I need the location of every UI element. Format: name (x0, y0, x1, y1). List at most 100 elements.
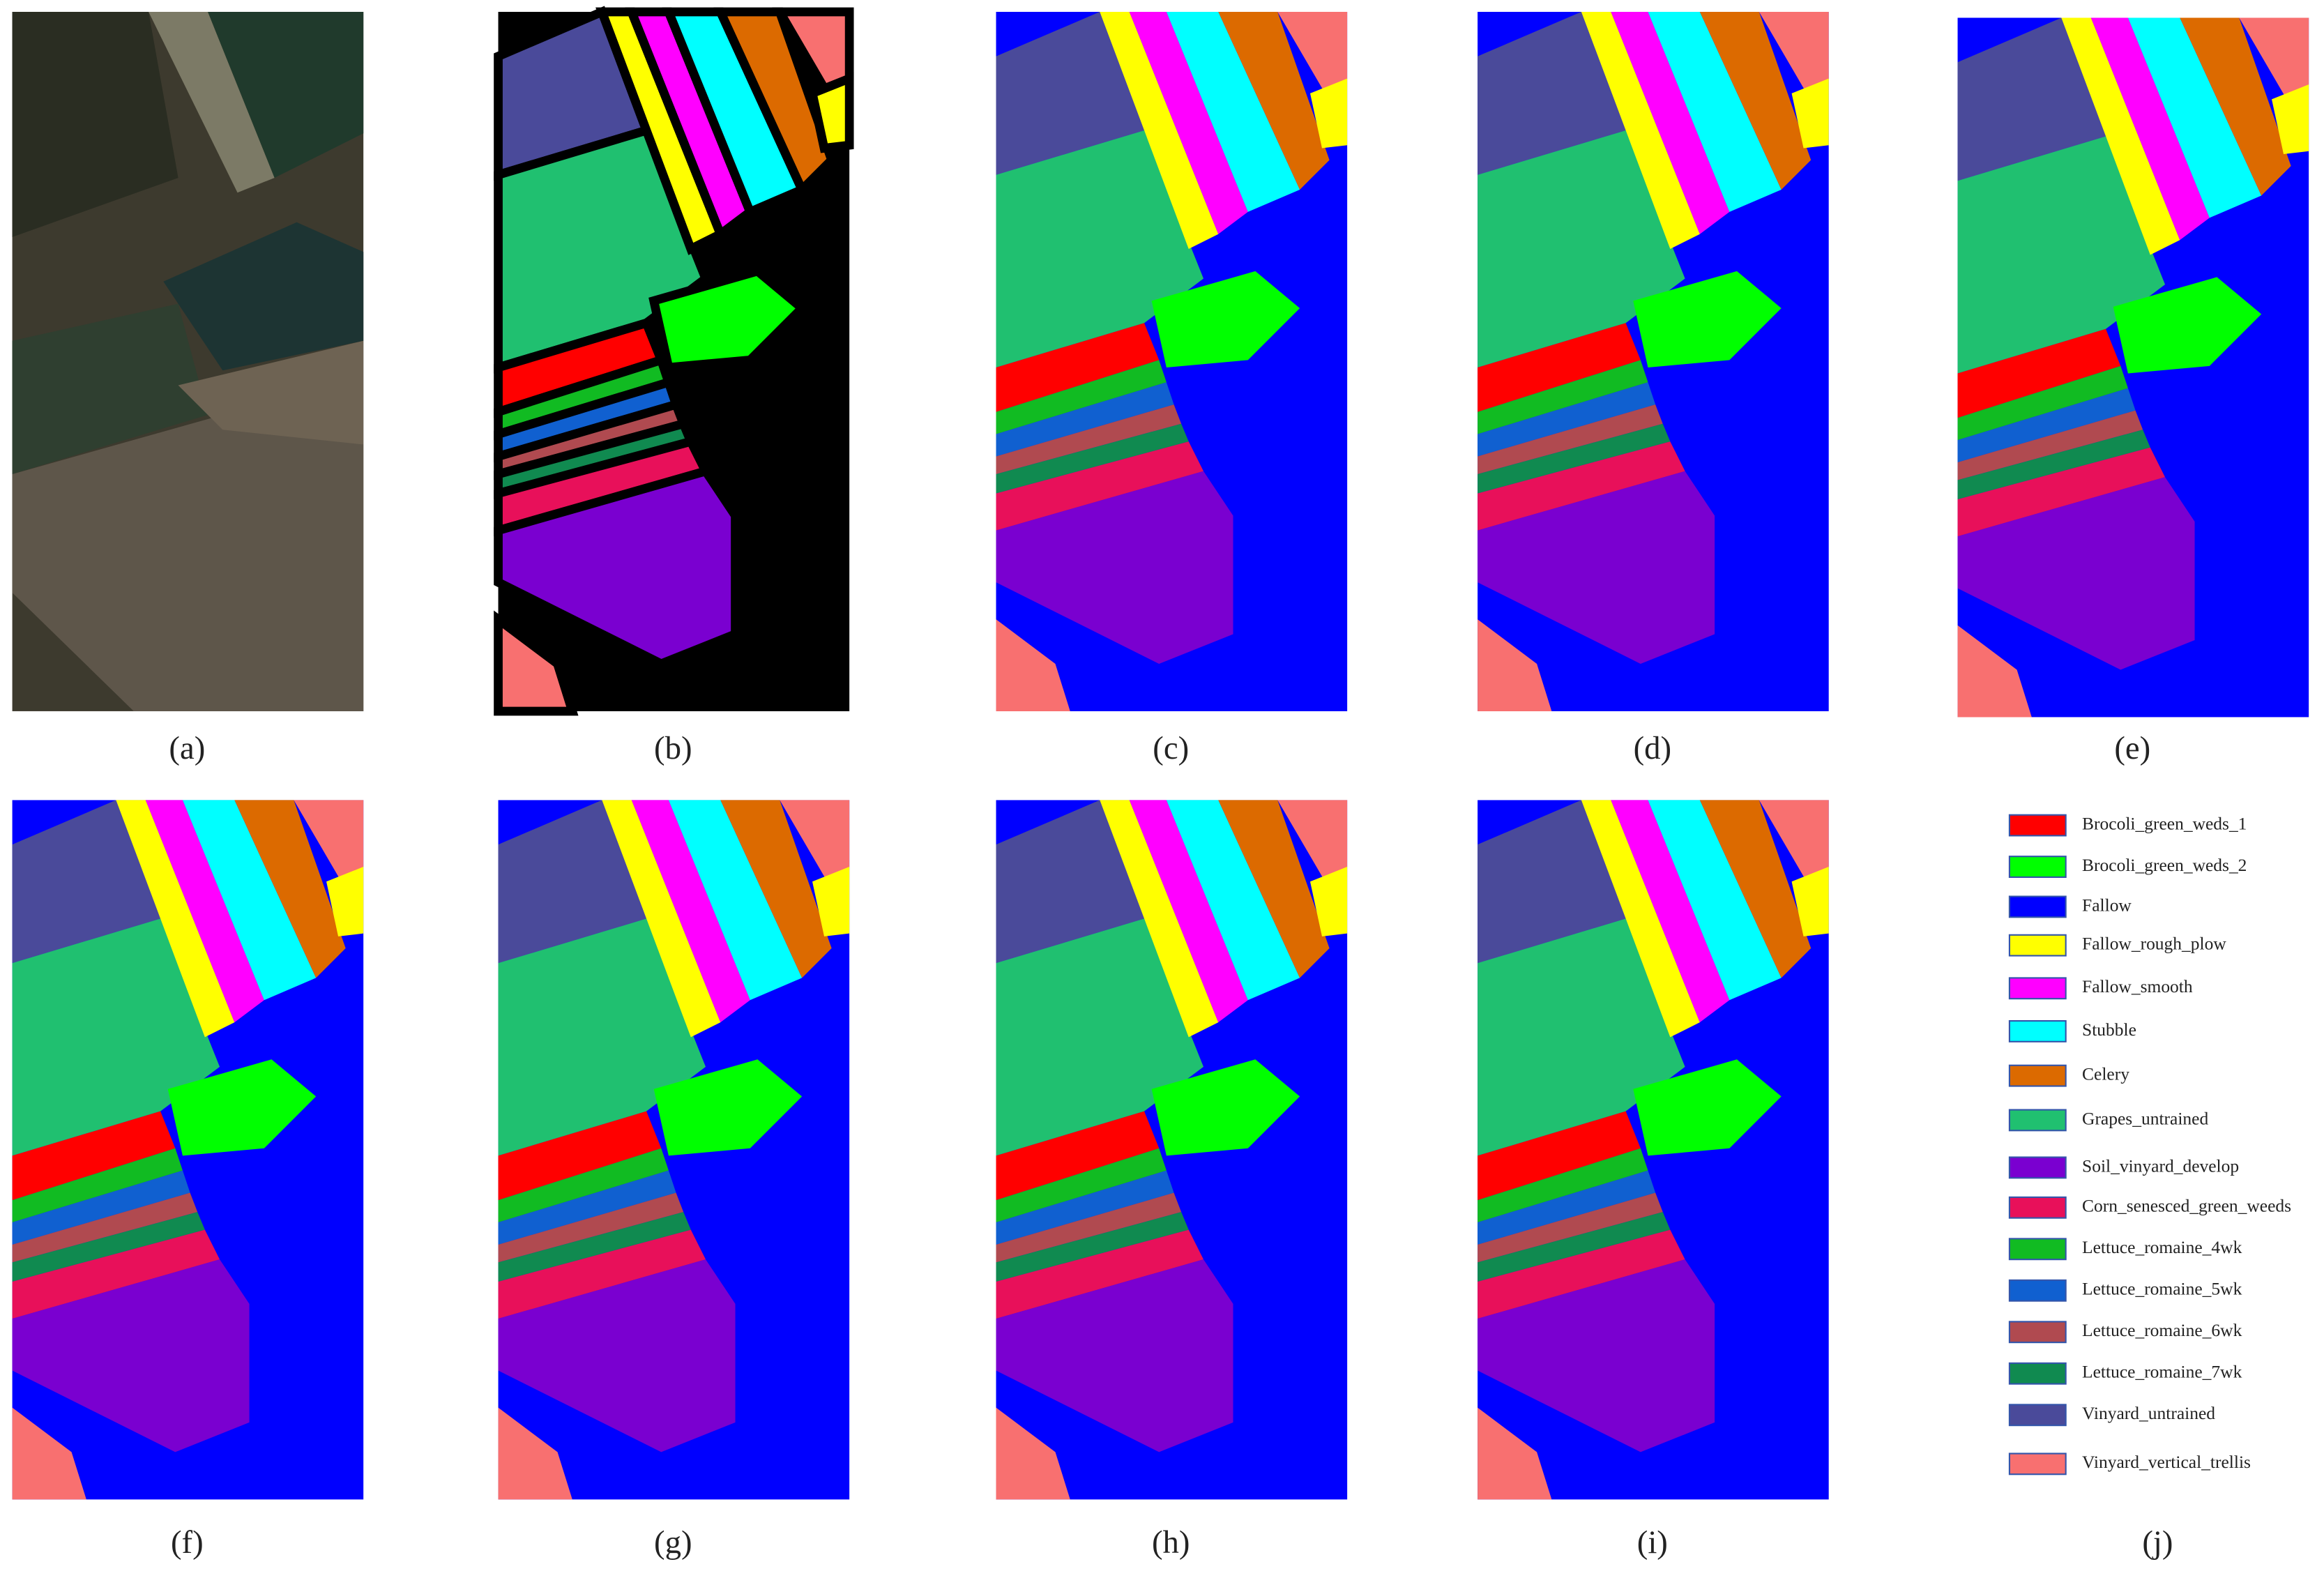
class-region (1151, 271, 1300, 367)
panel-caption: (c) (1153, 730, 1189, 766)
class-region (1957, 388, 2136, 462)
class-region (1699, 11, 1812, 190)
class-region (1611, 800, 1730, 1023)
class-region (498, 1192, 684, 1263)
class-region (653, 1059, 803, 1156)
legend-swatch (2008, 1238, 2067, 1261)
class-region (1100, 800, 1219, 1038)
legend-swatch (2008, 1452, 2067, 1475)
classification-map (1478, 11, 1829, 711)
legend-swatch (2008, 1156, 2067, 1179)
class-region (996, 11, 1145, 175)
class-region (1478, 1212, 1671, 1282)
legend-label: Vinyard_vertical_trellis (2082, 1452, 2251, 1472)
class-region (2127, 17, 2262, 218)
field (149, 11, 275, 193)
legend-swatch (2008, 1404, 2067, 1427)
legend-swatch (2008, 1064, 2067, 1087)
classification-map (996, 800, 1348, 1500)
class-region (326, 867, 364, 936)
class-region (12, 1259, 250, 1452)
class-region (1791, 867, 1829, 936)
class-region (498, 1407, 572, 1500)
class-region (12, 1111, 176, 1201)
legend-label: Vinyard_untrained (2082, 1403, 2215, 1423)
class-region (1648, 11, 1782, 212)
legend-swatch (2008, 1019, 2067, 1042)
class-region (996, 382, 1174, 457)
classification-map (1478, 800, 1829, 1500)
class-region (145, 800, 264, 1023)
class-region (498, 1229, 706, 1319)
class-region (996, 1111, 1160, 1201)
class-region (1957, 365, 2128, 441)
class-region (1957, 625, 2032, 718)
class-region (996, 1407, 1070, 1500)
classification-map (494, 6, 854, 716)
class-region (996, 619, 1070, 711)
class-region (1611, 11, 1730, 234)
classification-map (996, 11, 1348, 711)
class-region (2113, 277, 2262, 374)
class-region (996, 1148, 1167, 1223)
panel-caption: (b) (654, 730, 692, 766)
class-region (12, 1192, 198, 1263)
class-region (1478, 1229, 1685, 1319)
class-region (498, 1111, 662, 1201)
legend-label: Grapes_untrained (2082, 1108, 2208, 1128)
class-region (498, 1170, 676, 1245)
class-region (498, 1148, 669, 1223)
class-region (996, 441, 1203, 531)
class-region (2090, 17, 2210, 241)
panel-caption: (e) (2114, 730, 2150, 766)
class-region (631, 800, 750, 1023)
panel-caption: (g) (654, 1524, 692, 1561)
class-region (116, 800, 235, 1038)
legend-label: Soil_vinyard_develop (2082, 1155, 2239, 1176)
class-region (1478, 1170, 1656, 1245)
class-region (12, 1229, 220, 1319)
class-region (1478, 1111, 1641, 1201)
class-region (1478, 619, 1552, 711)
class-region (1791, 78, 1829, 149)
legend-label: Corn_senesced_green_weeds (2082, 1196, 2291, 1216)
class-region (1478, 360, 1648, 434)
class-region (498, 800, 647, 964)
class-region (1478, 471, 1715, 664)
panel-caption: (f) (171, 1524, 204, 1561)
rgb-image (12, 11, 364, 711)
class-region (1478, 423, 1671, 494)
legend-label: Fallow_smooth (2082, 976, 2193, 996)
class-region (1957, 328, 2121, 418)
class-region (1478, 323, 1641, 412)
class-region (12, 1170, 190, 1245)
class-region (1633, 271, 1782, 367)
legend-swatch (2008, 895, 2067, 918)
class-region (494, 610, 579, 716)
legend-label: Brocoli_green_weds_2 (2082, 855, 2247, 875)
class-region (648, 266, 809, 372)
class-region (1957, 447, 2166, 537)
class-region (494, 466, 740, 669)
classification-map (12, 800, 364, 1500)
class-region (996, 1170, 1174, 1245)
class-region (1478, 404, 1663, 474)
class-region (807, 72, 854, 153)
class-region (668, 800, 803, 1001)
legend-swatch (2008, 977, 2067, 1000)
class-region (498, 1259, 736, 1452)
class-region (1277, 800, 1348, 889)
class-region (1478, 918, 1685, 1156)
class-region (498, 1212, 691, 1282)
class-region (1581, 11, 1700, 249)
class-region (234, 800, 346, 978)
class-region (996, 1259, 1233, 1452)
class-region (996, 918, 1203, 1156)
class-region (1129, 800, 1248, 1023)
legend-label: Celery (2082, 1064, 2129, 1084)
class-region (1633, 1059, 1782, 1156)
class-region (12, 1212, 205, 1282)
class-region (1478, 382, 1656, 457)
class-region (2272, 84, 2309, 154)
panel-caption: (d) (1634, 730, 1672, 766)
